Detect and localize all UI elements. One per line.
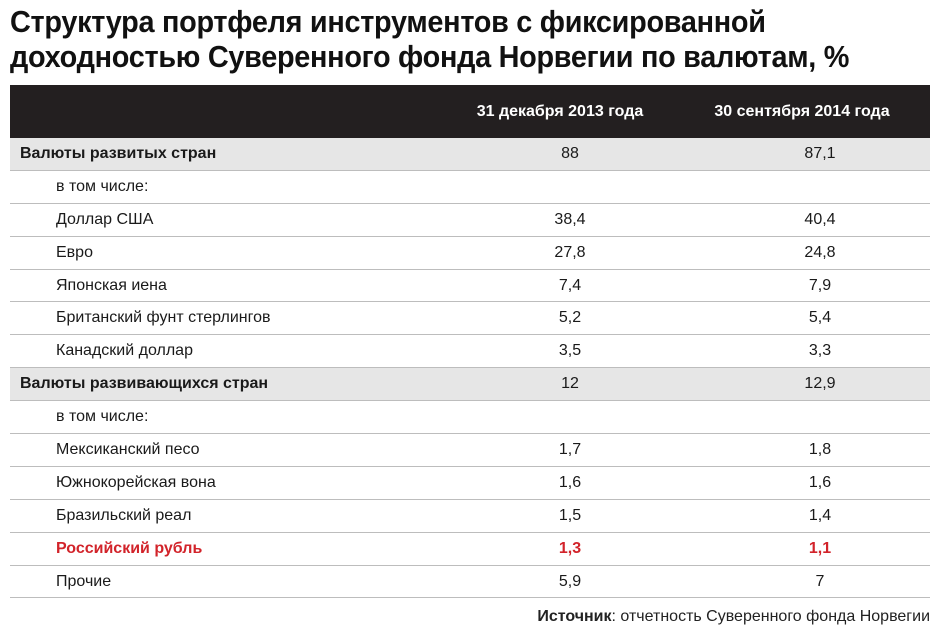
value-2013: 7,4: [558, 276, 582, 294]
value-2013: 5,2: [558, 309, 582, 327]
table-row: Бразильский реал 1,5 1,4: [10, 500, 930, 533]
column-header-2014: 30 сентября 2014 года: [714, 103, 890, 120]
row-label: Валюты развивающихся стран: [20, 375, 269, 393]
source-note: Источник: отчетность Суверенного фонда Н…: [537, 608, 930, 626]
table-row: Южнокорейская вона 1,6 1,6: [10, 467, 930, 500]
table-row: Валюты развивающихся стран 12 12,9: [10, 368, 930, 402]
value-2013: 1,5: [558, 506, 582, 524]
value-2014: 87,1: [804, 145, 836, 162]
value-2014: 7,9: [808, 276, 832, 294]
value-2014: 40,4: [804, 210, 836, 228]
value-2014: 1,4: [808, 506, 832, 524]
chart-title: Структура портфеля инструментов с фиксир…: [10, 4, 866, 74]
value-2013: 1,6: [558, 473, 582, 491]
row-label: Доллар США: [56, 210, 154, 228]
value-2014: 1,6: [808, 473, 832, 491]
table-row: Прочие 5,9 7: [10, 566, 930, 599]
value-2013: 12: [561, 375, 579, 393]
value-2014: 1,8: [808, 441, 832, 459]
row-label: в том числе:: [56, 408, 149, 426]
table-row: Японская иена 7,4 7,9: [10, 270, 930, 303]
value-2014: 12,9: [804, 375, 836, 393]
source-text: : отчетность Суверенного фонда Норвегии: [611, 608, 930, 625]
table-header: 31 декабря 2013 года 30 сентября 2014 го…: [10, 85, 930, 138]
value-2013: 27,8: [554, 243, 586, 261]
table-row: Евро 27,8 24,8: [10, 237, 930, 270]
table-row: Мексиканский песо 1,7 1,8: [10, 434, 930, 467]
row-label: Британский фунт стерлингов: [56, 309, 271, 327]
row-label: в том числе:: [56, 177, 149, 195]
row-label: Бразильский реал: [56, 506, 192, 524]
row-label: Японская иена: [56, 276, 167, 294]
table-row: в том числе:: [10, 401, 930, 435]
row-label: Южнокорейская вона: [56, 473, 216, 491]
value-2013: 1,7: [558, 441, 582, 459]
row-label: Евро: [56, 243, 93, 261]
title-line-1: Структура портфеля инструментов с фиксир…: [10, 4, 766, 39]
value-2014: 7: [815, 572, 825, 590]
table-row: Доллар США 38,4 40,4: [10, 204, 930, 237]
row-label: Прочие: [56, 572, 112, 590]
table-row: Британский фунт стерлингов 5,2 5,4: [10, 302, 930, 336]
table-body: Валюты развитых стран 88 87,1 в том числе: Д…: [10, 138, 930, 599]
value-2013: 38,4: [554, 210, 586, 228]
value-2013: 1,3: [558, 539, 582, 557]
row-label: Российский рубль: [56, 539, 203, 557]
source-label: Источник: [537, 608, 612, 625]
table-row: Российский рубль 1,3 1,1: [10, 533, 930, 566]
table-row: в том числе:: [10, 171, 930, 204]
value-2014: 24,8: [804, 243, 836, 261]
value-2013: 88: [561, 145, 579, 162]
value-2014: 1,1: [808, 539, 832, 557]
table-row: Канадский доллар 3,5 3,3: [10, 335, 930, 369]
value-2014: 3,3: [808, 342, 832, 360]
value-2013: 5,9: [558, 572, 582, 590]
column-header-2013: 31 декабря 2013 года: [476, 103, 644, 120]
title-line-2: доходностью Суверенного фонда Норвегии п…: [10, 39, 850, 74]
table-row: Валюты развитых стран 88 87,1: [10, 138, 930, 171]
value-2013: 3,5: [558, 342, 582, 360]
row-label: Канадский доллар: [56, 342, 193, 360]
row-label: Мексиканский песо: [56, 441, 200, 459]
value-2014: 5,4: [808, 309, 832, 327]
row-label: Валюты развитых стран: [20, 145, 217, 162]
